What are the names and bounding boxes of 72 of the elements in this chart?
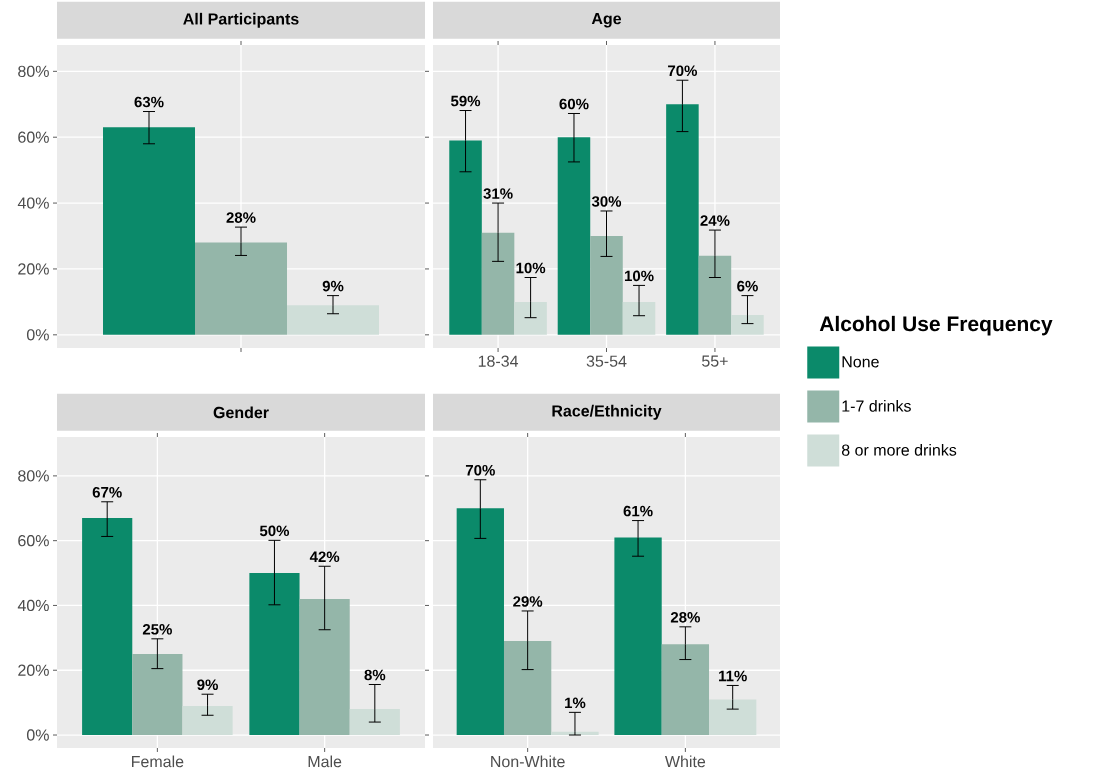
y-tick-label: 20% (18, 664, 49, 676)
bar (622, 301, 656, 335)
x-tick-label: 18-34 (478, 355, 519, 367)
data-label: 59% (450, 95, 481, 107)
y-tick-label: 20% (18, 263, 49, 275)
chart-title: All Participants (183, 12, 299, 28)
data-label: 70% (668, 65, 698, 77)
data-label: 29% (513, 596, 543, 607)
bar (514, 301, 547, 335)
data-label: 50% (259, 525, 290, 537)
y-tick-label: 60% (18, 535, 49, 547)
data-label: 30% (591, 196, 622, 207)
bar (661, 644, 710, 736)
y-tick-label: 0% (26, 729, 49, 741)
bar (709, 699, 757, 736)
bar (82, 517, 133, 736)
data-label: 70% (465, 464, 495, 476)
data-label: 31% (483, 188, 513, 199)
x-tick-label: 35-54 (586, 355, 627, 367)
chart-title: Age (591, 13, 622, 28)
y-tick-label: 40% (17, 599, 49, 612)
bar (503, 641, 552, 736)
y-tick-label: 80% (18, 470, 49, 482)
bar (666, 104, 699, 335)
data-label: 24% (700, 215, 730, 226)
legend-title: Alcohol Use Frequency (819, 315, 1053, 336)
data-label: 61% (623, 505, 653, 517)
data-label: 8% (364, 669, 386, 681)
bar (590, 236, 623, 335)
data-label: 11% (719, 670, 747, 682)
data-label: 63% (134, 96, 164, 108)
bar (698, 255, 732, 335)
bar (449, 140, 482, 335)
data-label: 28% (226, 212, 256, 223)
x-tick-label: White (664, 755, 706, 768)
bar (557, 137, 591, 335)
x-tick-label: Male (308, 755, 342, 768)
bar (299, 598, 350, 736)
data-label: 6% (737, 280, 758, 292)
y-tick-label: 0% (26, 329, 49, 341)
x-tick-label: 55+ (702, 355, 728, 367)
y-tick-label: 60% (18, 131, 49, 143)
data-label: 25% (142, 623, 172, 635)
bar (731, 315, 764, 335)
data-label: 9% (197, 679, 218, 691)
x-tick-label: Non-White (491, 755, 565, 768)
chart-title: Race/Ethnicity (552, 404, 662, 420)
data-label: 67% (92, 486, 122, 498)
chart-title: Gender (213, 406, 269, 419)
data-label: 9% (322, 280, 344, 292)
data-label: 60% (559, 98, 589, 110)
bar (614, 537, 662, 736)
data-label: 28% (670, 612, 700, 623)
bar (195, 242, 288, 335)
bar (182, 705, 233, 736)
legend-label: 8 or more drinks (841, 444, 957, 456)
y-tick-label: 40% (17, 197, 49, 209)
data-label: 10% (516, 262, 546, 274)
data-label: 42% (309, 551, 340, 563)
bar (349, 709, 400, 736)
legend-label: None (842, 356, 879, 368)
data-label: 10% (624, 270, 654, 282)
bar (132, 654, 183, 736)
legend-label: 1-7 drinks (842, 400, 911, 412)
bar (249, 573, 300, 736)
bar (103, 127, 196, 335)
x-tick-label: Female (132, 755, 184, 768)
y-tick-label: 80% (18, 65, 49, 77)
data-label: 1% (565, 697, 586, 709)
bar (456, 508, 504, 736)
bar (481, 232, 515, 335)
bar (287, 305, 380, 335)
